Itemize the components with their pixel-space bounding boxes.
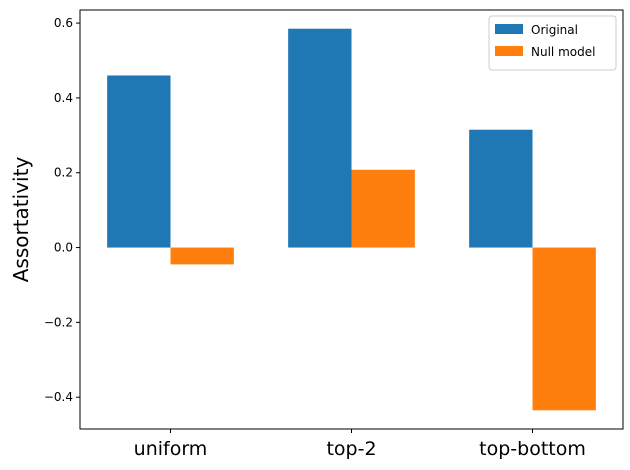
y-tick-label: 0.2 <box>54 166 73 180</box>
bar-null-model-uniform <box>170 247 234 265</box>
y-axis-title: Assortativity <box>9 157 33 283</box>
y-axis: −0.4 −0.2 0.0 0.2 0.4 0.6 <box>44 16 80 404</box>
x-tick-label-top-bottom: top-bottom <box>479 438 586 460</box>
x-axis: uniform top-2 top-bottom <box>134 429 586 460</box>
legend-label: Original <box>531 23 578 37</box>
bar-null-model-top-2 <box>351 169 415 248</box>
legend-swatch-null-model <box>495 46 523 56</box>
x-tick-label-uniform: uniform <box>134 438 208 460</box>
y-tick-label: 0.4 <box>54 91 73 105</box>
bar-null-model-top-bottom <box>532 247 596 411</box>
y-tick-label: −0.2 <box>44 315 73 329</box>
x-tick-label-top-2: top-2 <box>326 438 376 460</box>
legend: Original Null model <box>488 15 617 71</box>
bars-layer <box>107 28 596 411</box>
y-tick-label: −0.4 <box>44 390 73 404</box>
bar-original-uniform <box>107 75 171 248</box>
y-tick-label: 0.6 <box>54 16 73 30</box>
bar-original-top-bottom <box>469 129 533 248</box>
plot-frame <box>79 9 624 430</box>
legend-swatch-original <box>495 24 523 34</box>
bar-original-top-2 <box>288 28 352 248</box>
legend-label: Null model <box>531 45 595 59</box>
y-tick-label: 0.0 <box>54 241 73 255</box>
